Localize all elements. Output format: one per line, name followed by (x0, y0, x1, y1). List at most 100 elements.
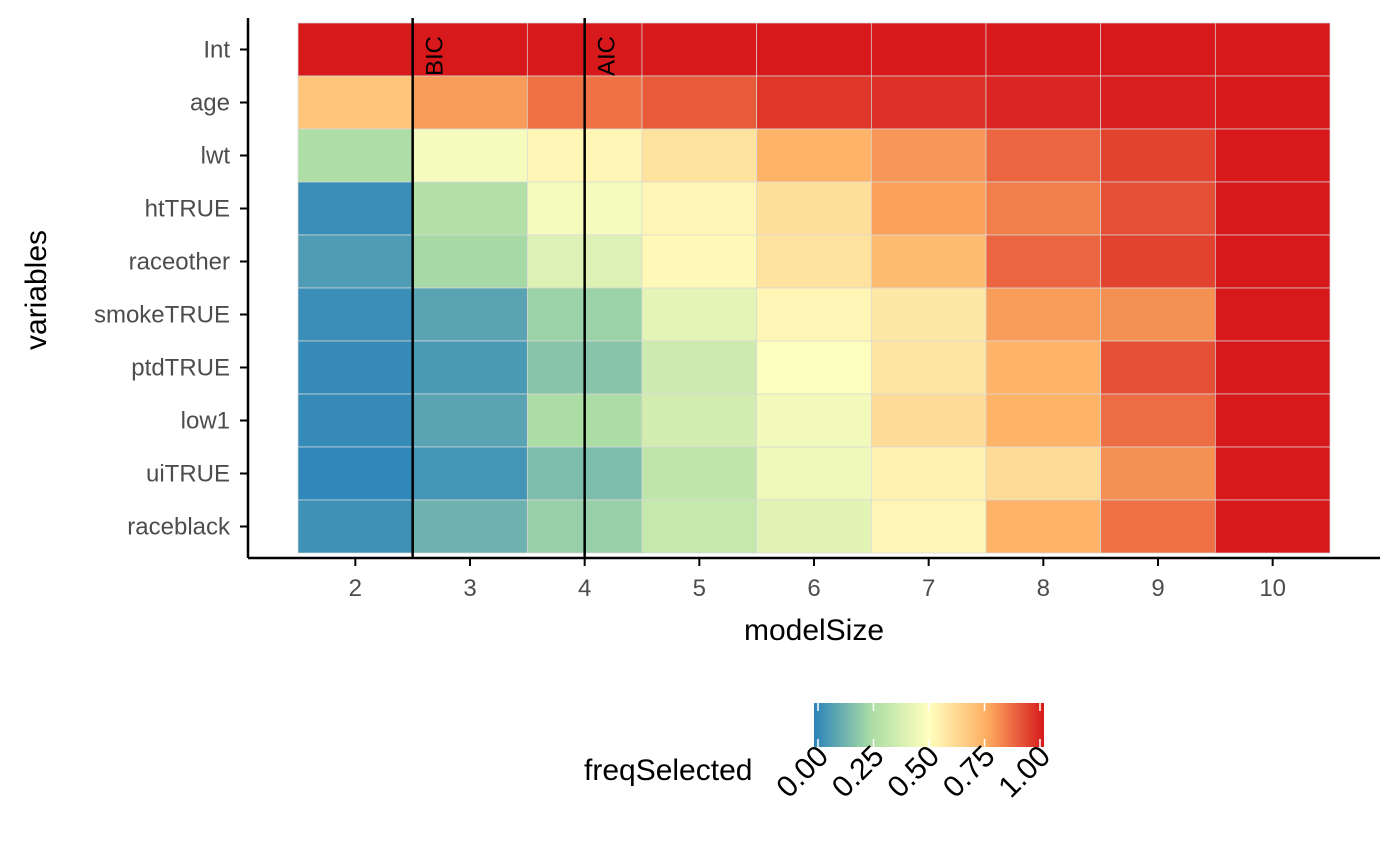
x-tick-label: 2 (349, 575, 362, 602)
heatmap-cell-smokeTRUE-10 (1214, 287, 1331, 342)
y-axis-ticks: Int age lwt htTRUE raceother smokeTRUE ptdTRUE… (94, 37, 248, 541)
heatmap-cell-htTRUE-9 (1100, 181, 1216, 236)
reference-label-bic: BIC (422, 36, 449, 76)
heatmap-cell-raceother-6 (756, 234, 872, 289)
heatmap-cell-Int-6 (756, 22, 872, 77)
heatmap-cell-low1-6 (756, 393, 872, 448)
heatmap-cell-lwt-9 (1100, 128, 1216, 183)
y-tick-label: raceblack (127, 514, 231, 541)
y-tick-label: smokeTRUE (94, 302, 230, 329)
heatmap-cell-smokeTRUE-5 (641, 287, 758, 342)
heatmap-cell-age-9 (1100, 75, 1216, 130)
heatmap-cell-ptdTRUE-10 (1214, 340, 1331, 395)
heatmap-cell-uiTRUE-5 (641, 446, 758, 501)
heatmap-cell-smokeTRUE-7 (870, 287, 987, 342)
y-axis-title: variables (20, 230, 53, 350)
x-tick-label: 5 (693, 575, 706, 602)
heatmap-cell-low1-10 (1214, 393, 1331, 448)
x-axis-title: modelSize (744, 614, 884, 647)
heatmap-cell-age-10 (1214, 75, 1331, 130)
heatmap-cell-lwt-3 (412, 128, 528, 183)
heatmap-cell-raceblack-9 (1100, 499, 1216, 554)
heatmap-cell-raceblack-10 (1214, 499, 1331, 554)
legend-tick-label: 1.00 (992, 740, 1057, 805)
reference-label-aic: AIC (594, 36, 621, 76)
heatmap-cell-uiTRUE-8 (985, 446, 1102, 501)
heatmap-cell-Int-3 (412, 22, 528, 77)
heatmap-cell-lwt-10 (1214, 128, 1331, 183)
x-tick-label: 6 (807, 575, 820, 602)
heatmap-cell-uiTRUE-9 (1100, 446, 1216, 501)
heatmap-cell-low1-7 (870, 393, 987, 448)
heatmap-cells (297, 22, 1331, 554)
heatmap-cell-Int-2 (297, 22, 414, 77)
heatmap-cell-uiTRUE-2 (297, 446, 414, 501)
heatmap-cell-lwt-7 (870, 128, 987, 183)
legend-tick-label: 0.00 (770, 740, 835, 805)
heatmap-cell-low1-2 (297, 393, 414, 448)
legend-tick-label: 0.75 (937, 740, 1002, 805)
y-tick-label: Int (203, 37, 230, 64)
heatmap-cell-smokeTRUE-8 (985, 287, 1102, 342)
heatmap-cell-raceblack-5 (641, 499, 758, 554)
x-tick-label: 7 (922, 575, 935, 602)
legend-tick-label: 0.50 (881, 740, 946, 805)
heatmap-cell-ptdTRUE-5 (641, 340, 758, 395)
heatmap-cell-raceblack-2 (297, 499, 414, 554)
heatmap-cell-low1-9 (1100, 393, 1216, 448)
heatmap-cell-uiTRUE-10 (1214, 446, 1331, 501)
y-tick-label: htTRUE (145, 196, 230, 223)
y-tick-label: lwt (201, 143, 231, 170)
color-legend: freqSelected 0.000.250.500.751.00 (584, 703, 1057, 804)
heatmap-cell-htTRUE-6 (756, 181, 872, 236)
heatmap-cell-ptdTRUE-3 (412, 340, 528, 395)
heatmap-cell-uiTRUE-3 (412, 446, 528, 501)
heatmap-cell-smokeTRUE-6 (756, 287, 872, 342)
legend-tick-label: 0.25 (826, 740, 891, 805)
x-tick-label: 10 (1259, 575, 1286, 602)
heatmap-cell-age-5 (641, 75, 758, 130)
heatmap-cell-uiTRUE-7 (870, 446, 987, 501)
heatmap-cell-ptdTRUE-7 (870, 340, 987, 395)
heatmap-cell-htTRUE-10 (1214, 181, 1331, 236)
heatmap-cell-ptdTRUE-8 (985, 340, 1102, 395)
heatmap-cell-htTRUE-2 (297, 181, 414, 236)
y-tick-label: raceother (129, 249, 230, 276)
heatmap-cell-low1-8 (985, 393, 1102, 448)
heatmap-cell-htTRUE-3 (412, 181, 528, 236)
heatmap-cell-Int-9 (1100, 22, 1216, 77)
heatmap-cell-lwt-6 (756, 128, 872, 183)
heatmap-cell-age-7 (870, 75, 987, 130)
heatmap-cell-htTRUE-8 (985, 181, 1102, 236)
heatmap-cell-raceother-5 (641, 234, 758, 289)
heatmap-cell-age-6 (756, 75, 872, 130)
heatmap-cell-lwt-8 (985, 128, 1102, 183)
heatmap-cell-raceother-7 (870, 234, 987, 289)
heatmap-cell-raceother-3 (412, 234, 528, 289)
heatmap-cell-Int-8 (985, 22, 1102, 77)
heatmap-cell-smokeTRUE-2 (297, 287, 414, 342)
heatmap-cell-raceblack-8 (985, 499, 1102, 554)
x-tick-label: 9 (1151, 575, 1164, 602)
x-axis-ticks: 2 3 4 5 6 7 8 9 10 (349, 558, 1286, 602)
x-tick-label: 3 (463, 575, 476, 602)
heatmap-cell-raceblack-3 (412, 499, 528, 554)
heatmap-cell-lwt-5 (641, 128, 758, 183)
heatmap-cell-raceblack-6 (756, 499, 872, 554)
heatmap-cell-raceother-9 (1100, 234, 1216, 289)
y-tick-label: ptdTRUE (131, 355, 230, 382)
heatmap-cell-raceother-8 (985, 234, 1102, 289)
heatmap-cell-Int-7 (870, 22, 987, 77)
heatmap-cell-htTRUE-5 (641, 181, 758, 236)
heatmap-cell-ptdTRUE-6 (756, 340, 872, 395)
heatmap-cell-raceblack-7 (870, 499, 987, 554)
heatmap-cell-ptdTRUE-9 (1100, 340, 1216, 395)
heatmap-cell-Int-10 (1214, 22, 1331, 77)
heatmap-cell-age-8 (985, 75, 1102, 130)
heatmap-cell-raceother-10 (1214, 234, 1331, 289)
heatmap-cell-ptdTRUE-2 (297, 340, 414, 395)
y-tick-label: uiTRUE (146, 461, 230, 488)
heatmap-cell-age-2 (297, 75, 414, 130)
heatmap-cell-uiTRUE-6 (756, 446, 872, 501)
